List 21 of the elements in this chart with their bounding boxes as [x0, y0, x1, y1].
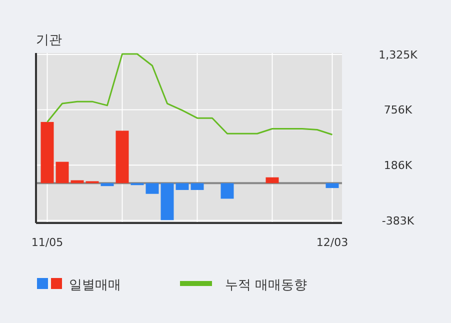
- bar: [220, 183, 234, 199]
- bar: [146, 183, 159, 194]
- x-tick-label: 12/03: [316, 236, 348, 249]
- legend-label: 일별매매: [69, 278, 121, 293]
- y-tick-label: 756K: [384, 104, 413, 117]
- y-tick-label: 186K: [384, 159, 413, 172]
- bar: [266, 177, 279, 184]
- bar: [326, 183, 339, 188]
- bar: [56, 162, 69, 184]
- bar: [116, 130, 129, 184]
- y-tick-label: -383K: [382, 214, 415, 228]
- x-tick-label: 11/05: [31, 236, 64, 249]
- bar: [40, 122, 54, 184]
- y-tick-label: 1,325K: [378, 48, 418, 62]
- legend-label: 누적 매매동향: [225, 278, 308, 293]
- bar: [176, 183, 189, 190]
- line-series: [46, 53, 333, 136]
- bar: [100, 183, 114, 186]
- chart-title: 기관: [36, 33, 62, 48]
- bar: [160, 183, 174, 220]
- bar: [190, 183, 204, 190]
